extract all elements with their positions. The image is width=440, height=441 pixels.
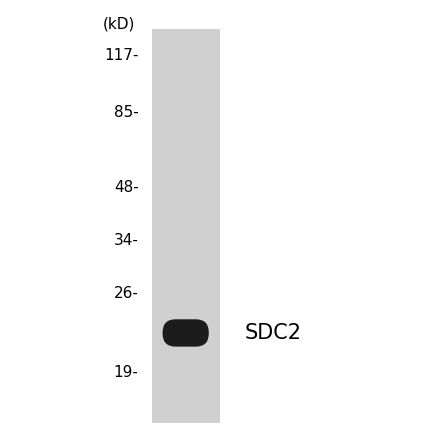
Text: 34-: 34- <box>114 233 139 248</box>
Text: 117-: 117- <box>104 48 139 63</box>
FancyBboxPatch shape <box>162 319 209 347</box>
Text: 19-: 19- <box>114 365 139 380</box>
Text: (kD): (kD) <box>103 17 135 32</box>
Text: 26-: 26- <box>114 286 139 301</box>
Text: 48-: 48- <box>114 180 139 195</box>
Text: SDC2: SDC2 <box>244 323 301 343</box>
FancyBboxPatch shape <box>152 29 220 423</box>
Text: 85-: 85- <box>114 105 139 120</box>
